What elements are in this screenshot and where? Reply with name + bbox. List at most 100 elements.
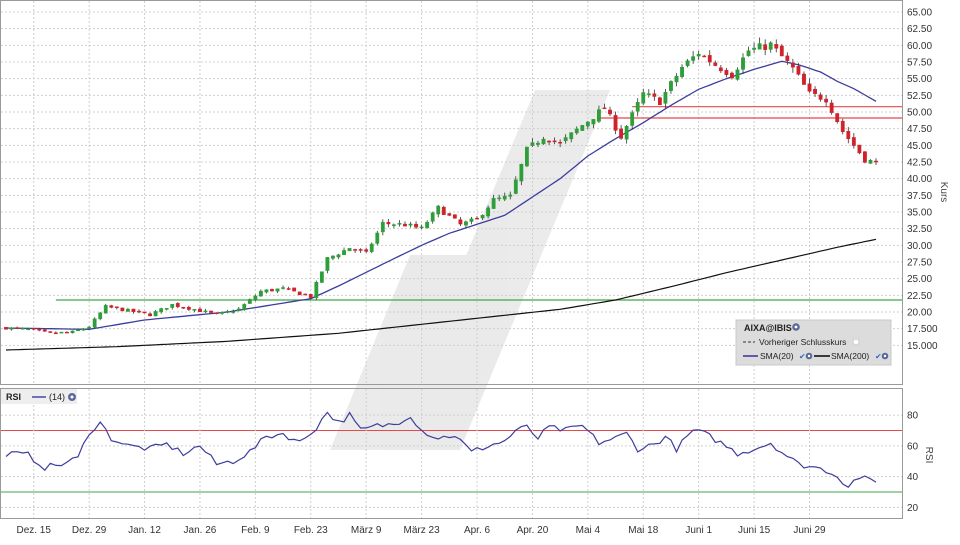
- candle-up: [868, 160, 873, 164]
- candle-up: [536, 142, 540, 145]
- candle-down: [37, 328, 42, 331]
- candle-down: [763, 44, 768, 50]
- candle-down: [286, 288, 291, 290]
- price-tick-label: 35.00: [907, 208, 932, 219]
- sma200-series: [5, 238, 877, 351]
- price-tick-label: 17.500: [907, 324, 938, 335]
- candle-up: [486, 207, 491, 217]
- candle-down: [824, 98, 829, 103]
- price-tick-label: 52.50: [907, 91, 932, 102]
- date-tick-label: Apr. 6: [464, 525, 491, 536]
- candle-up: [464, 221, 468, 226]
- candle-down: [186, 306, 191, 310]
- x-grid: [33, 1, 811, 518]
- candle-up: [696, 54, 701, 57]
- candle-up: [635, 102, 640, 112]
- sma200-check-icon[interactable]: ✔: [875, 352, 882, 361]
- candle-down: [65, 331, 69, 334]
- date-tick-label: Feb. 23: [294, 525, 328, 536]
- candle-up: [497, 197, 502, 200]
- candle-up: [87, 326, 92, 329]
- candle-down: [613, 115, 618, 131]
- date-tick-label: Dez. 15: [16, 525, 51, 536]
- sma200-settings-icon[interactable]: [881, 352, 889, 360]
- date-tick-label: März 9: [351, 525, 382, 536]
- sma20-check-icon[interactable]: ✔: [799, 352, 806, 361]
- legend-settings-icon[interactable]: [792, 323, 800, 331]
- price-panel-border: [0, 0, 903, 385]
- candle-up: [646, 93, 651, 95]
- candle-down: [109, 305, 114, 308]
- price-tick-label: 40.00: [907, 174, 932, 185]
- candle-down: [730, 72, 734, 79]
- candle-up: [98, 312, 103, 320]
- candle-down: [386, 222, 391, 225]
- candle-up: [314, 281, 319, 299]
- candle-up: [192, 309, 197, 311]
- price-tick-label: 37.50: [907, 191, 932, 202]
- price-tick-label: 27.50: [907, 258, 932, 269]
- price-tick-label: 30.00: [907, 241, 932, 252]
- candle-down: [114, 306, 119, 309]
- date-tick-label: Jan. 12: [128, 525, 161, 536]
- date-tick-label: Feb. 9: [241, 525, 270, 536]
- candle-down: [602, 107, 607, 110]
- candle-down: [31, 328, 36, 330]
- sma200-line: [5, 238, 877, 351]
- candle-down: [818, 94, 823, 100]
- rsi-axis-labels: 20 40 60 80: [907, 411, 919, 514]
- candle-down: [142, 311, 147, 314]
- candle-down: [874, 160, 878, 163]
- candle-down: [707, 55, 712, 63]
- rsi-settings-icon[interactable]: [68, 393, 76, 401]
- candle-up: [630, 112, 635, 126]
- candle-up: [92, 318, 97, 328]
- candle-down: [475, 217, 479, 220]
- candle-up: [253, 295, 258, 301]
- sma20-settings-icon[interactable]: [805, 352, 813, 360]
- candle-down: [835, 113, 840, 122]
- candle-up: [735, 69, 740, 80]
- date-tick-label: März 23: [404, 525, 441, 536]
- candle-up: [669, 81, 673, 91]
- candle-up: [225, 311, 230, 313]
- price-tick-label: 50.00: [907, 108, 932, 119]
- rsi-tick-label: 60: [907, 441, 919, 452]
- candle-up: [391, 224, 396, 226]
- candle-down: [48, 331, 53, 333]
- candle-down: [292, 287, 297, 292]
- date-tick-label: Apr. 20: [517, 525, 549, 536]
- candle-down: [303, 293, 308, 296]
- candle-down: [137, 310, 141, 313]
- prev-close-toggle[interactable]: [852, 338, 860, 346]
- price-tick-label: 60.00: [907, 41, 932, 52]
- date-axis-labels: Dez. 15 Dez. 29 Jan. 12 Jan. 26 Feb. 9 Feb. 2…: [16, 525, 826, 536]
- candle-down: [209, 310, 213, 313]
- candle-up: [674, 75, 679, 83]
- candle-up: [380, 221, 385, 233]
- candle-up: [530, 142, 535, 146]
- price-tick-label: 62.50: [907, 24, 932, 35]
- candle-up: [231, 311, 236, 313]
- price-tick-label: 15.000: [907, 341, 938, 352]
- legend-prev-close-label: Vorheriger Schlusskurs: [759, 337, 846, 347]
- candle-down: [4, 327, 8, 330]
- candle-up: [242, 304, 247, 310]
- candle-down: [785, 55, 790, 61]
- price-tick-label: 45.00: [907, 141, 932, 152]
- candle-down: [724, 69, 729, 75]
- candle-down: [308, 294, 313, 298]
- candle-up: [103, 305, 108, 314]
- candle-down: [131, 308, 136, 313]
- price-tick-label: 47.50: [907, 124, 932, 135]
- candle-down: [652, 93, 657, 97]
- candle-up: [325, 257, 330, 271]
- candle-down: [120, 307, 125, 312]
- candle-up: [541, 138, 546, 145]
- candle-up: [519, 163, 524, 182]
- candle-up: [236, 308, 241, 312]
- candle-up: [159, 308, 164, 313]
- candle-up: [281, 287, 285, 289]
- candle-down: [547, 140, 551, 143]
